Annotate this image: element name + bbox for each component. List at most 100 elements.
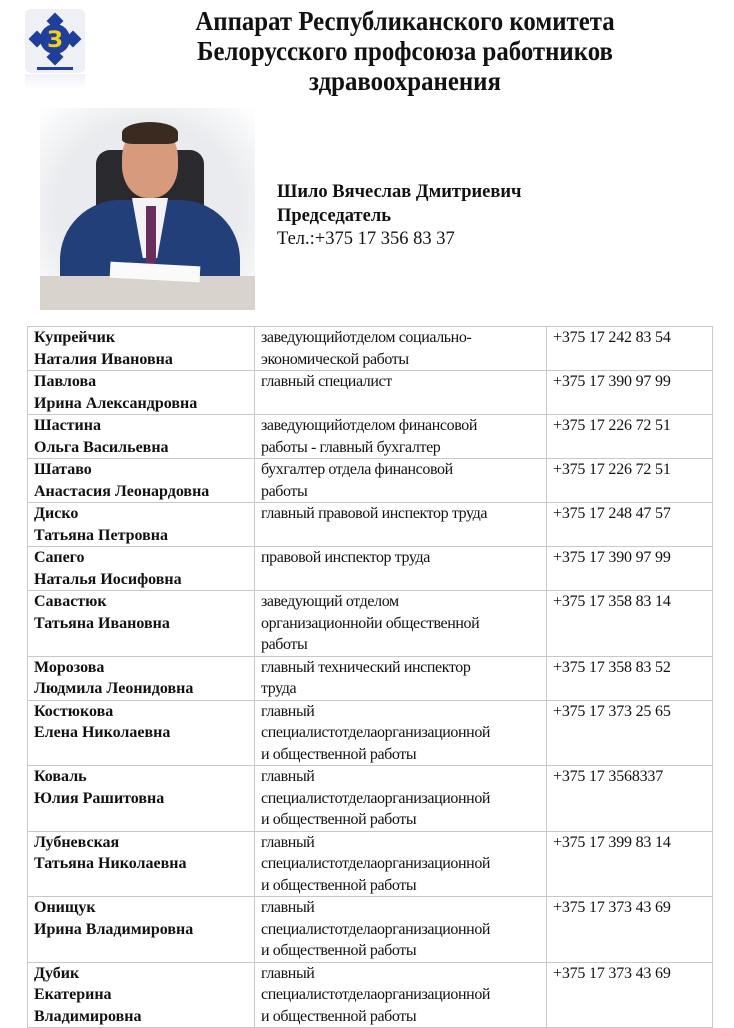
staff-position-line: специалистотделаорганизационной — [261, 986, 491, 1003]
staff-name-line: Екатерина — [34, 986, 112, 1003]
staff-name-line: Наталия Ивановна — [34, 350, 173, 368]
staff-position-line: главный правовой инспектор труда — [261, 505, 488, 522]
staff-position-line: работы — [261, 482, 308, 500]
staff-position-line: специалистотделаорганизационной — [261, 724, 491, 741]
staff-position-line: экономической работы — [261, 350, 409, 368]
staff-name: Сапего Наталья Иосифовна — [27, 546, 255, 591]
staff-name-line: Лубневская — [34, 833, 120, 851]
staff-row: Шатаво Анастасия Леонардовна бухгалтер отд… — [27, 458, 713, 503]
staff-name-line: Ирина Владимировна — [34, 920, 194, 938]
union-emblem-icon: З — [28, 12, 82, 70]
staff-name: Онищук Ирина Владимировна — [27, 896, 255, 963]
staff-name: Лубневская Татьяна Николаевна — [27, 830, 255, 897]
title-line: Белорусского профсоюза работников — [197, 36, 613, 66]
staff-name-line: Дубик — [34, 964, 80, 982]
staff-name-line: Морозова — [34, 658, 105, 676]
staff-position: главный специалистотделаорганизационной и … — [254, 961, 547, 1028]
staff-name: Шатаво Анастасия Леонардовна — [27, 458, 255, 503]
staff-phone: +375 17 399 83 14 — [546, 830, 713, 897]
staff-row: Сапего Наталья Иосифовна правовой инспекто… — [27, 546, 713, 591]
staff-phone: +375 17 390 97 99 — [546, 546, 713, 591]
staff-name: Морозова Людмила Леонидовна — [27, 655, 255, 701]
staff-position-line: и общественной работы — [261, 811, 417, 828]
chairman-name: Шило Вячеслав Дмитриевич — [277, 182, 522, 202]
chairman-info: Шило Вячеслав Дмитриевич Председатель Те… — [277, 181, 521, 252]
staff-phone: +375 17 226 72 51 — [546, 458, 713, 503]
staff-name-line: Павлова — [34, 373, 97, 390]
staff-name-line: Костюкова — [34, 702, 114, 720]
staff-position: главный специалистотделаорганизационной и … — [254, 765, 547, 832]
staff-name: Купрейчик Наталия Ивановна — [27, 326, 255, 371]
staff-phone: +375 17 373 43 69 — [546, 961, 713, 1028]
staff-row: Купрейчик Наталия Ивановна заведующийотдел… — [27, 326, 713, 371]
staff-name: Коваль Юлия Рашитовна — [27, 765, 255, 832]
staff-position-line: труда — [261, 680, 297, 697]
staff-name-line: Елена Николаевна — [34, 724, 171, 741]
chairman-position: Председатель — [277, 205, 391, 226]
staff-name: Савастюк Татьяна Ивановна — [27, 590, 255, 657]
staff-row: Коваль Юлия Рашитовна главный специалистотд… — [27, 765, 713, 832]
staff-row: Павлова Ирина Александровна главный специа… — [27, 370, 713, 415]
staff-position-line: главный — [261, 899, 315, 916]
staff-table: Купрейчик Наталия Ивановна заведующийотдел… — [27, 326, 713, 1028]
chairman-photo — [40, 108, 255, 310]
staff-position-line: главный — [261, 702, 315, 720]
staff-position: главный технический инспектор труда — [254, 655, 547, 701]
staff-name: Дубик Екатерина Владимировна — [27, 961, 255, 1028]
chairman-phone: Тел.:+375 17 356 83 37 — [277, 229, 455, 249]
staff-position-line: и общественной работы — [261, 745, 417, 763]
title-line: здравоохранения — [309, 66, 501, 96]
staff-row: Савастюк Татьяна Ивановна заведующий отдел… — [27, 590, 713, 657]
staff-position: главный специалистотделаорганизационной и … — [254, 830, 547, 897]
svg-text:З: З — [47, 28, 63, 53]
logo-reflection — [25, 74, 85, 90]
staff-name-line: Татьяна Ивановна — [34, 614, 170, 632]
staff-position-line: заведующийотделом финансовой — [261, 417, 477, 434]
staff-name: Диско Татьяна Петровна — [27, 502, 255, 547]
staff-row: Лубневская Татьяна Николаевна главный специ… — [27, 830, 713, 897]
staff-position: главный правовой инспектор труда — [254, 502, 547, 547]
staff-name-line: Шатаво — [34, 461, 92, 478]
staff-name-line: Юлия Рашитовна — [34, 789, 165, 807]
staff-position: правовой инспектор труда — [254, 546, 547, 591]
staff-row: Дубик Екатерина Владимировна главный специал… — [27, 961, 713, 1028]
staff-position-line: работы - главный бухгалтер — [261, 438, 441, 456]
staff-position-line: специалистотделаорганизационной — [261, 920, 491, 938]
staff-position-line: и общественной работы — [261, 876, 417, 894]
staff-position-line: главный технический инспектор — [261, 658, 471, 676]
staff-name-line: Купрейчик — [34, 329, 116, 346]
page-title: Аппарат Республиканского комитета Белору… — [143, 6, 667, 96]
staff-row: Шастина Ольга Васильевна заведующийотделом… — [27, 414, 713, 459]
staff-position-line: работы — [261, 636, 308, 653]
staff-name-line: Татьяна Николаевна — [34, 855, 187, 872]
staff-position-line: заведующий отделом — [261, 593, 399, 610]
staff-phone: +375 17 358 83 14 — [546, 590, 713, 657]
staff-name-line: Анастасия Леонардовна — [34, 482, 210, 500]
staff-phone: +375 17 390 97 99 — [546, 370, 713, 415]
staff-name-line: Сапего — [34, 549, 85, 566]
staff-row: Диско Татьяна Петровна главный правовой ин… — [27, 502, 713, 547]
staff-phone: +375 17 358 83 52 — [546, 655, 713, 701]
staff-name-line: Владимировна — [34, 1007, 142, 1025]
staff-position: главный специалист — [254, 370, 547, 415]
staff-position-line: главный — [261, 964, 315, 982]
staff-position: бухгалтер отдела финансовой работы — [254, 458, 547, 503]
staff-name: Костюкова Елена Николаевна — [27, 699, 255, 766]
staff-position: заведующийотделом финансовой работы - гла… — [254, 414, 547, 459]
staff-row: Онищук Ирина Владимировна главный специалис… — [27, 896, 713, 963]
staff-phone: +375 17 242 83 54 — [546, 326, 713, 371]
staff-name-line: Коваль — [34, 768, 87, 785]
title-line: Аппарат Республиканского комитета — [195, 6, 615, 36]
staff-position-line: бухгалтер отдела финансовой — [261, 461, 453, 478]
staff-position-line: главный — [261, 833, 315, 851]
staff-position-line: главный — [261, 768, 315, 785]
staff-position-line: и общественной работы — [261, 942, 417, 959]
staff-position: главный специалистотделаорганизационной и … — [254, 896, 547, 963]
staff-name-line: Ирина Александровна — [34, 394, 198, 412]
staff-name: Шастина Ольга Васильевна — [27, 414, 255, 459]
staff-name-line: Онищук — [34, 899, 96, 916]
staff-position: главный специалистотделаорганизационной и … — [254, 699, 547, 766]
staff-position: заведующий отделом организационнойи общес… — [254, 590, 547, 657]
staff-row: Морозова Людмила Леонидовна главный технич… — [27, 655, 713, 701]
staff-name-line: Шастина — [34, 417, 101, 434]
